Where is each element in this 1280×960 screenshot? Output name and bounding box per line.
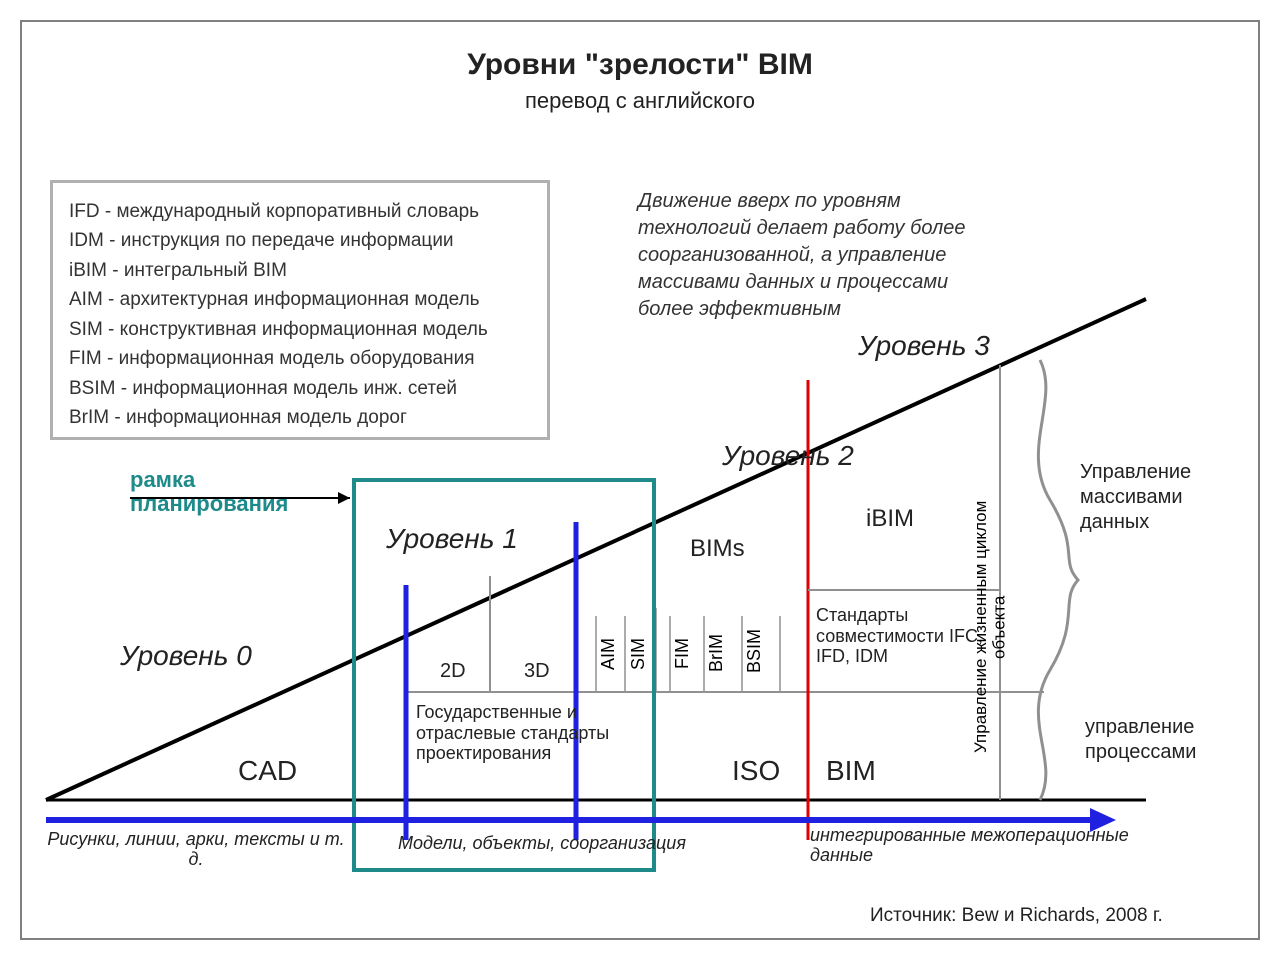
cell-bsim: BSIM	[744, 616, 765, 686]
cell-2d: 2D	[440, 660, 466, 683]
planning-frame-label: рамка планирования	[130, 468, 288, 516]
lifecycle-label: Управление жизненным циклом объекта	[972, 472, 1018, 782]
caption-3: интегрированные межоперационные данные	[810, 826, 1130, 866]
cell-fim: FIM	[672, 624, 693, 684]
bim-label: BIM	[826, 755, 876, 787]
cell-sim: SIM	[628, 624, 649, 684]
level-1-label: Уровень 1	[386, 523, 518, 555]
level-3-label: Уровень 3	[858, 330, 990, 362]
data-mgmt-label: Управление массивами данных	[1080, 460, 1240, 535]
cell-aim: AIM	[598, 624, 619, 684]
ramka-line1: рамка	[130, 467, 195, 492]
source-label: Источник: Bew и Richards, 2008 г.	[870, 905, 1163, 927]
ramka-line2: планирования	[130, 491, 288, 516]
caption-1: Рисунки, линии, арки, тексты и т. д.	[46, 830, 346, 870]
ibim-label: iBIM	[866, 505, 914, 533]
process-mgmt-label: управление процессами	[1085, 715, 1245, 765]
level-0-label: Уровень 0	[120, 640, 252, 672]
gov-standards-label: Государственные и отраслевые стандарты п…	[416, 702, 616, 764]
caption-2: Модели, объекты, соорганизация	[398, 833, 748, 854]
compat-standards-label: Стандарты совместимости IFC, IFD, IDM	[816, 605, 986, 667]
level-2-label: Уровень 2	[722, 440, 854, 472]
cell-3d: 3D	[524, 660, 550, 683]
iso-label: ISO	[732, 755, 780, 787]
cad-label: CAD	[238, 755, 297, 787]
bims-label: BIMs	[690, 535, 745, 563]
cell-brim: BrIM	[706, 620, 727, 686]
